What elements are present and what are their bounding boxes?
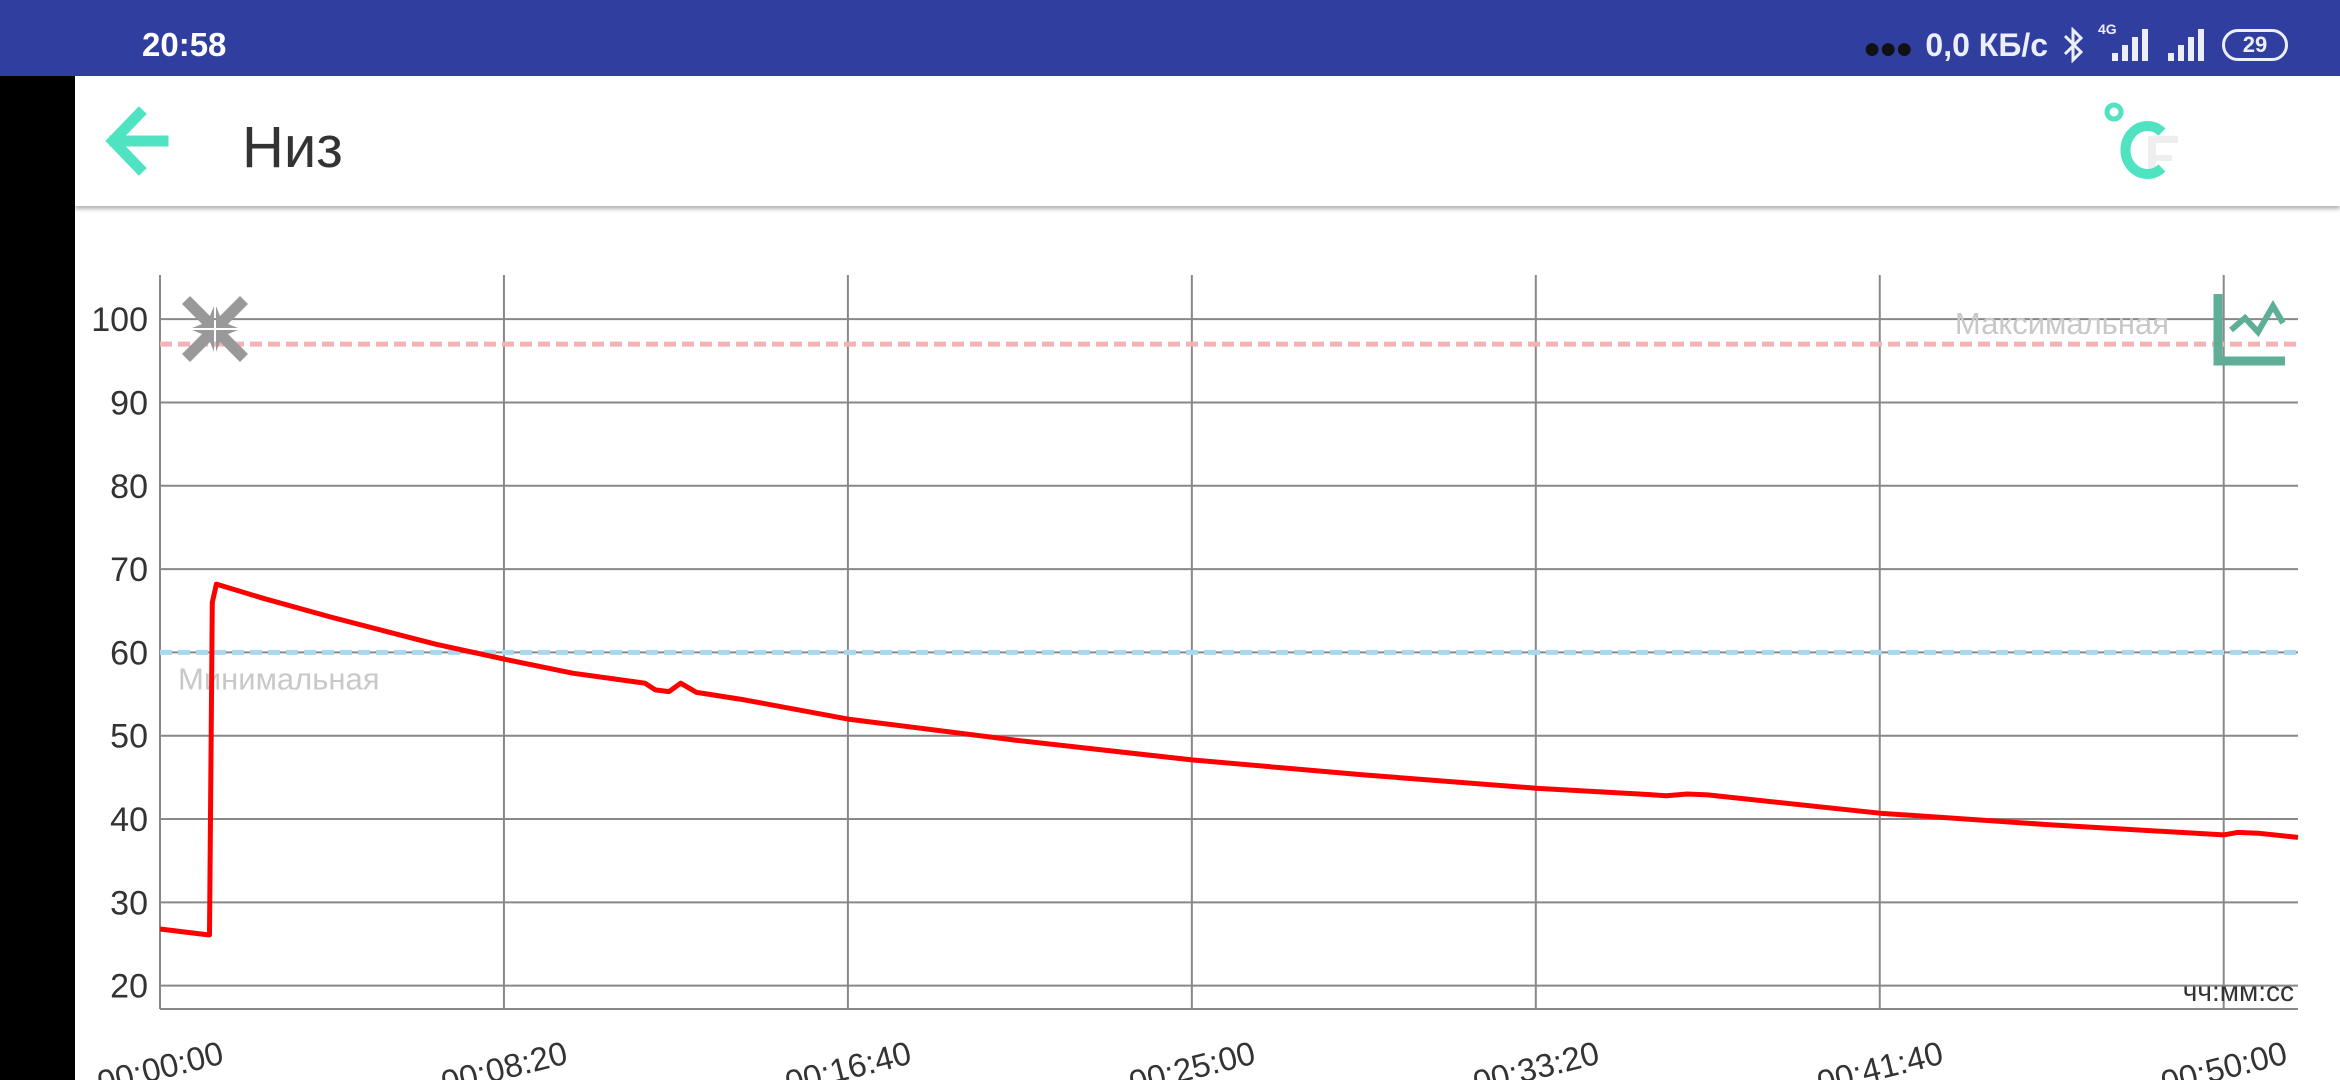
- x-tick-label: 00:41:40: [1813, 1034, 1947, 1080]
- signal-4g-icon: 4G: [2098, 21, 2154, 61]
- x-tick-label: 00:50:00: [2157, 1034, 2291, 1080]
- more-dots-icon: ●●●: [1863, 32, 1913, 65]
- network-speed: 0,0 КБ/с: [1925, 26, 2048, 63]
- page-title: Низ: [242, 115, 343, 180]
- temperature-line: [159, 581, 2299, 938]
- status-time: 20:58: [142, 26, 227, 63]
- x-tick-label: 00:33:20: [1469, 1034, 1603, 1080]
- status-icons: ●●● 0,0 КБ/с 4G 29: [1863, 21, 2288, 66]
- arrow-left-icon: [105, 106, 169, 176]
- x-tick-label: 00:00:00: [93, 1034, 227, 1080]
- chart-type-icon: [2213, 294, 2286, 366]
- y-tick-label: 50: [110, 718, 148, 756]
- back-button[interactable]: [105, 106, 169, 176]
- y-tick-label: 70: [110, 551, 148, 589]
- y-tick-label: 90: [110, 384, 148, 422]
- network-type: 4G: [2098, 21, 2117, 37]
- collapse-button[interactable]: [180, 294, 250, 364]
- x-tick-label: 00:16:40: [781, 1034, 915, 1080]
- collapse-icon: [182, 296, 248, 362]
- unit-toggle-button[interactable]: [2102, 100, 2192, 190]
- battery-icon: 29: [2222, 29, 2288, 61]
- threshold-label-max: Максимальная: [1955, 306, 2169, 341]
- battery-level: 29: [2242, 32, 2268, 57]
- y-tick-label: 20: [110, 968, 148, 1006]
- bluetooth-icon: [2063, 27, 2084, 63]
- y-tick-label: 60: [110, 634, 148, 672]
- x-tick-label: 00:08:20: [437, 1034, 571, 1080]
- celsius-fahrenheit-icon: [2104, 102, 2178, 180]
- y-tick-label: 40: [110, 801, 148, 839]
- screen-edge: [0, 76, 75, 1080]
- threshold-label-min: Минимальная: [178, 661, 380, 696]
- chart-type-button[interactable]: [2213, 294, 2289, 366]
- y-tick-label: 30: [110, 884, 148, 922]
- x-axis-label: чч:мм:сс: [2183, 976, 2294, 1007]
- signal-icon: [2168, 29, 2204, 61]
- app-bar: Низ: [75, 76, 2340, 206]
- y-tick-label: 80: [110, 468, 148, 506]
- status-bar: 20:58 ●●● 0,0 КБ/с 4G 29: [0, 0, 2340, 76]
- y-tick-label: 100: [91, 301, 148, 339]
- x-tick-label: 00:25:00: [1125, 1034, 1259, 1080]
